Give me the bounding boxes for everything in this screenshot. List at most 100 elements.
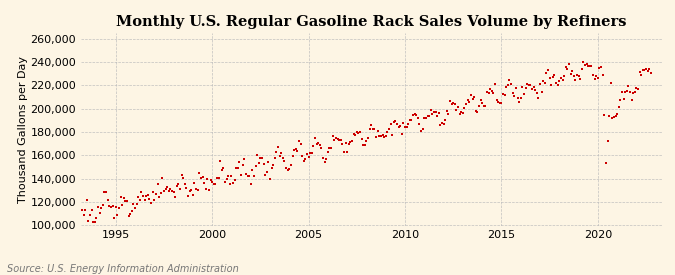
Point [610, 114, 621, 118]
Point [350, 133, 360, 137]
Point [221, 176, 232, 181]
Point [362, 136, 373, 141]
Point [276, 151, 287, 155]
Point [176, 172, 187, 177]
Point [273, 145, 284, 149]
Point [227, 180, 238, 185]
Point [126, 209, 137, 213]
Point [170, 195, 181, 199]
Point [411, 113, 422, 117]
Point [329, 138, 340, 142]
Point [294, 139, 304, 143]
Y-axis label: Thousand Gallons per Day: Thousand Gallons per Day [18, 56, 28, 203]
Point [95, 211, 105, 216]
Point [306, 150, 317, 155]
Point [554, 78, 565, 83]
Point [263, 160, 274, 164]
Point [165, 187, 176, 191]
Point [421, 116, 431, 120]
Point [319, 160, 330, 164]
Title: Monthly U.S. Regular Gasoline Rack Sales Volume by Refiners: Monthly U.S. Regular Gasoline Rack Sales… [116, 15, 626, 29]
Point [260, 173, 271, 177]
Point [303, 155, 314, 160]
Point [181, 186, 192, 190]
Point [468, 95, 479, 99]
Point [541, 71, 552, 75]
Point [92, 205, 103, 210]
Point [112, 213, 123, 217]
Point [496, 101, 507, 105]
Point [580, 63, 591, 67]
Point [277, 155, 288, 160]
Point [475, 98, 486, 103]
Point [522, 82, 533, 86]
Point [118, 195, 129, 200]
Point [327, 134, 338, 139]
Point [371, 135, 381, 139]
Point [183, 193, 194, 198]
Point [612, 112, 622, 116]
Point [133, 195, 144, 199]
Point [188, 193, 198, 197]
Point [147, 190, 158, 194]
Point [477, 101, 487, 105]
Point [252, 153, 263, 158]
Point [445, 99, 456, 103]
Point [572, 73, 583, 77]
Point [594, 65, 605, 70]
Point [107, 204, 118, 208]
Point [454, 112, 465, 117]
Point [364, 126, 375, 131]
Point [643, 69, 653, 73]
Point [443, 112, 454, 116]
Point [282, 168, 293, 172]
Point [271, 150, 282, 155]
Point [614, 105, 624, 110]
Point [509, 94, 520, 98]
Point [134, 198, 145, 202]
Point [348, 131, 359, 136]
Point [390, 119, 401, 124]
Point [323, 150, 333, 155]
Point [466, 93, 477, 97]
Point [88, 220, 99, 224]
Point [74, 222, 84, 227]
Point [331, 135, 342, 140]
Point [393, 125, 404, 129]
Point [358, 143, 369, 147]
Point [149, 198, 160, 202]
Point [417, 126, 428, 131]
Point [321, 156, 331, 161]
Point [564, 62, 574, 66]
Point [425, 108, 436, 112]
Point [508, 90, 518, 95]
Point [305, 151, 316, 156]
Point [599, 113, 610, 118]
Point [450, 102, 460, 106]
Point [416, 129, 427, 133]
Point [281, 166, 292, 170]
Point [549, 73, 560, 77]
Point [151, 192, 161, 196]
Point [80, 208, 90, 212]
Point [190, 187, 201, 192]
Point [517, 85, 528, 89]
Point [86, 208, 97, 212]
Point [339, 150, 350, 154]
Point [219, 180, 230, 185]
Point [215, 159, 225, 163]
Point [438, 122, 449, 126]
Point [430, 110, 441, 115]
Point [543, 68, 554, 73]
Point [387, 133, 398, 137]
Point [367, 127, 378, 131]
Point [171, 184, 182, 188]
Point [432, 114, 443, 118]
Point [451, 108, 462, 112]
Point [637, 68, 648, 72]
Point [485, 86, 495, 91]
Point [247, 168, 258, 172]
Point [433, 111, 444, 116]
Point [414, 122, 425, 127]
Point [429, 109, 439, 114]
